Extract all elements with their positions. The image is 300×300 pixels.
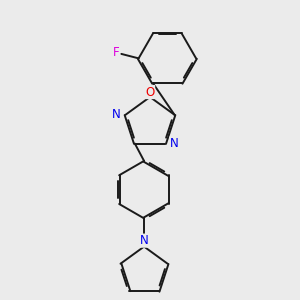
- Text: N: N: [112, 108, 121, 121]
- Text: N: N: [140, 234, 148, 247]
- Text: F: F: [113, 46, 120, 59]
- Text: N: N: [170, 137, 178, 150]
- Text: O: O: [146, 85, 154, 98]
